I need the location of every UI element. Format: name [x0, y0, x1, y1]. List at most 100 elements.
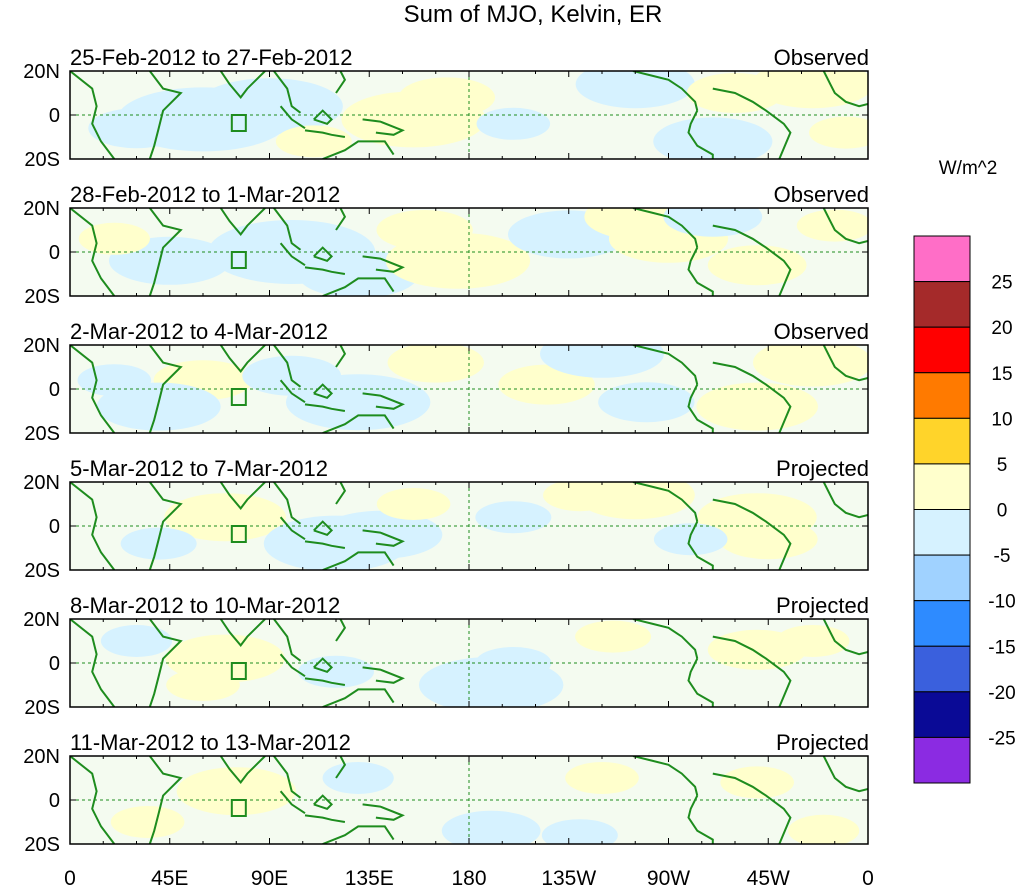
colorbar-swatch [913, 736, 971, 784]
coastline [335, 345, 347, 368]
x-tick-label: 180 [451, 867, 486, 889]
colorbar-swatch [913, 645, 971, 693]
anomaly-8-level-1 [775, 625, 850, 657]
anomaly-5-level-1 [398, 77, 496, 118]
anomaly-2-level-1 [110, 806, 185, 838]
anomaly-7-level-1 [788, 814, 860, 844]
coastline [273, 619, 302, 662]
y-tick-label: 20N [23, 472, 60, 494]
coastline [322, 688, 395, 707]
coastline [322, 277, 395, 296]
coastline [304, 266, 346, 275]
anomaly-6-level-1 [720, 766, 794, 799]
y-tick-label: 0 [49, 790, 60, 812]
y-tick-label: 20N [23, 335, 60, 357]
colorbar: W/m^2 25 20 15 10 5 0 -5 -10 -15 -20 -25 [913, 158, 1016, 784]
panel-3: 20N 0 20S 2-Mar-2012 to 4-Mar-2012 Observed [23, 319, 869, 445]
y-tick-label: 0 [49, 516, 60, 538]
coastline [313, 657, 334, 673]
anomaly-9-level-1 [100, 625, 173, 657]
anomaly-5-level-1 [387, 345, 484, 383]
anomaly-10-level-1 [663, 208, 763, 237]
colorbar-label: 20 [991, 318, 1012, 339]
anomaly-4-level-1 [318, 510, 443, 559]
coastline [148, 208, 183, 296]
coastline [313, 109, 334, 125]
panel-2: 20N 0 20S 28-Feb-2012 to 1-Mar-2012 Observed [23, 182, 869, 308]
colorbar-swatch [913, 235, 971, 283]
coastline [362, 118, 405, 136]
coastline [322, 551, 395, 570]
coastline [219, 619, 266, 648]
coastline [822, 71, 868, 108]
coastline [822, 345, 868, 382]
y-tick-label: 20S [24, 560, 60, 582]
anomaly-3-level-1 [441, 810, 541, 844]
anomaly-5-level-1 [385, 232, 531, 289]
coastline [304, 403, 346, 412]
y-tick-label: 0 [49, 105, 60, 127]
coastline [219, 756, 266, 785]
coastline [822, 619, 868, 656]
y-tick-label: 20S [24, 697, 60, 719]
anomaly-10-level-1 [718, 519, 818, 560]
coastline [362, 255, 405, 273]
coastline [148, 482, 183, 570]
coastline [313, 383, 334, 399]
x-tick-label: 90E [251, 867, 288, 889]
panel-period-label: 8-Mar-2012 to 10-Mar-2012 [70, 593, 340, 618]
coastline [687, 521, 714, 570]
x-axis: 0 45E 90E 135E 180 135W 90W 45W 0 [64, 867, 874, 889]
coastline [304, 677, 346, 686]
coastline [219, 482, 266, 511]
coastline [362, 803, 405, 821]
colorbar-label: -20 [988, 683, 1015, 704]
x-tick-label: 135E [345, 867, 394, 889]
panel-period-label: 11-Mar-2012 to 13-Mar-2012 [70, 730, 351, 755]
x-tick-label: 90W [647, 867, 690, 889]
colorbar-label: -25 [988, 728, 1015, 749]
coastline [273, 208, 302, 251]
colorbar-units: W/m^2 [939, 158, 998, 179]
colorbar-label: -5 [994, 546, 1011, 567]
anomaly-5-level-1 [565, 762, 639, 794]
coastline [712, 498, 792, 570]
colorbar-swatch [913, 326, 971, 374]
y-tick-label: 20N [23, 198, 60, 220]
coastline [335, 208, 347, 231]
colorbar-swatch [913, 417, 971, 465]
coastline [148, 345, 183, 433]
colorbar-label: -10 [988, 592, 1015, 613]
anomaly-6-level-1 [498, 364, 595, 405]
coastline [273, 756, 302, 799]
colorbar-swatch [913, 281, 971, 328]
coastline [712, 224, 792, 296]
coastline [632, 756, 699, 796]
coastline [313, 520, 334, 536]
anomaly-5-level-1 [376, 488, 451, 520]
y-tick-label: 20S [24, 834, 60, 856]
panel-1: 20N 0 20S 25-Feb-2012 to 27-Feb-2012 Observe… [23, 45, 869, 171]
panel-status-label: Projected [776, 456, 869, 481]
anomaly-12-level-1 [78, 222, 150, 255]
coastline [712, 87, 792, 159]
anomaly-6-level-1 [575, 620, 652, 653]
coastline [322, 825, 395, 844]
coastline [148, 71, 183, 159]
y-tick-label: 20S [24, 286, 60, 308]
panel-6: 20N 0 20S 11-Mar-2012 to 13-Mar-2012 Project… [23, 730, 869, 856]
y-tick-label: 20S [24, 423, 60, 445]
coastline [687, 795, 714, 844]
coastline [632, 71, 699, 111]
coastline [362, 529, 405, 547]
colorbar-label: 25 [991, 273, 1012, 294]
anomaly-6-level-1 [475, 501, 552, 534]
coastline [632, 482, 699, 522]
anomaly-9-level-1 [696, 382, 818, 431]
coastline [304, 814, 346, 823]
coastline [304, 129, 346, 138]
anomaly-8-level-1 [598, 382, 695, 423]
coastline [822, 208, 868, 245]
y-tick-label: 20S [24, 149, 60, 171]
